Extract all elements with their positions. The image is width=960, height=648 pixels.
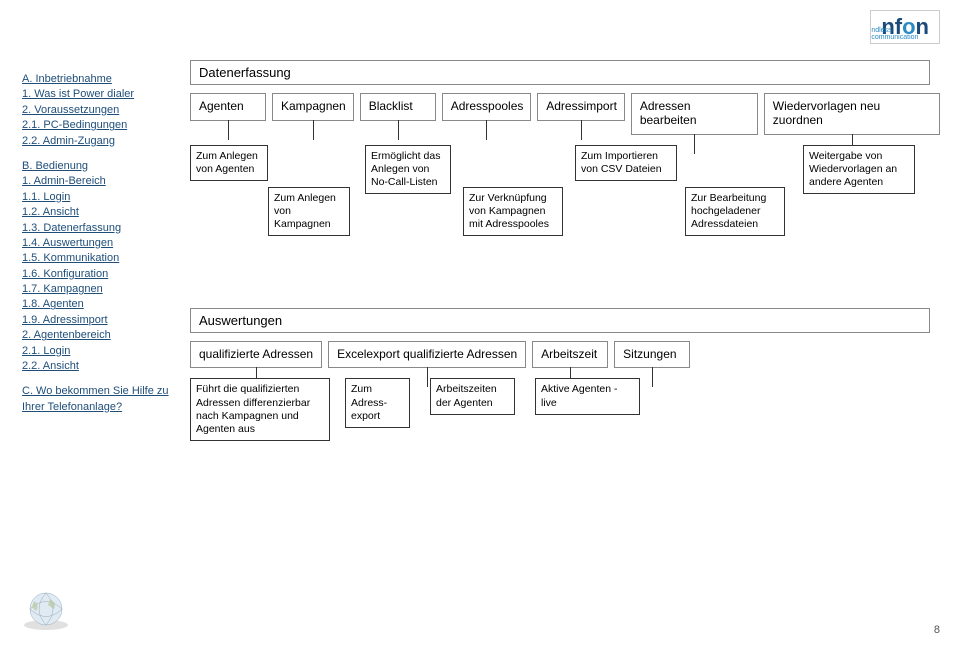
toc-link[interactable]: 1.3. Datenerfassung: [22, 221, 172, 236]
desc-box: Zum Adress-export: [345, 378, 410, 427]
globe-icon: [22, 589, 70, 636]
tab-box: Adressimport: [537, 93, 625, 121]
tab-box: Arbeitszeit: [532, 341, 608, 369]
page-number: 8: [934, 624, 940, 636]
toc-link[interactable]: 1.9. Adressimport: [22, 313, 172, 328]
desc-box: Aktive Agenten - live: [535, 378, 640, 414]
tab-box: Blacklist: [360, 93, 436, 121]
tab-box: Agenten: [190, 93, 266, 121]
toc-group-b: B. Bedienung 1. Admin-Bereich 1.1. Login…: [22, 159, 172, 374]
desc-box: Zur Verknüpfung von Kampagnen mit Adress…: [463, 187, 563, 236]
toc-head-b[interactable]: B. Bedienung: [22, 159, 172, 174]
tab-box: Excelexport qualifizierte Adressen: [328, 341, 526, 369]
toc-link[interactable]: 2.2. Admin-Zugang: [22, 134, 172, 149]
tab-box: Sitzungen: [614, 341, 690, 369]
datenerfassung-tabs: AgentenKampagnenBlacklistAdresspoolesAdr…: [190, 93, 940, 135]
toc-link[interactable]: 2.1. Login: [22, 344, 172, 359]
toc-link[interactable]: 1.7. Kampagnen: [22, 282, 172, 297]
toc-link[interactable]: 2.1. PC-Bedingungen: [22, 118, 172, 133]
toc-link[interactable]: 1.4. Auswertungen: [22, 236, 172, 251]
toc-group-a: A. Inbetriebnahme 1. Was ist Power diale…: [22, 72, 172, 149]
toc-link[interactable]: 1.1. Login: [22, 190, 172, 205]
tab-box: Adresspooles: [442, 93, 532, 121]
toc-head-c[interactable]: C. Wo bekommen Sie Hilfe zu Ihrer Telefo…: [22, 384, 172, 415]
toc-link[interactable]: 2. Voraussetzungen: [22, 103, 172, 118]
desc-box: Zur Bearbeitung hochgeladener Adressdate…: [685, 187, 785, 236]
toc-link[interactable]: 1.8. Agenten: [22, 297, 172, 312]
toc-link[interactable]: 1. Was ist Power dialer: [22, 87, 172, 102]
tab-box: qualifizierte Adressen: [190, 341, 322, 369]
desc-box: Ermöglicht das Anlegen von No-Call-Liste…: [365, 145, 451, 194]
main-content: Datenerfassung AgentenKampagnenBlacklist…: [190, 60, 940, 478]
auswertungen-tabs: qualifizierte AdressenExcelexport qualif…: [190, 341, 940, 369]
tab-box: Kampagnen: [272, 93, 354, 121]
auswertungen-descs: Führt die qualifizierten Adressen differ…: [190, 378, 940, 478]
toc-link[interactable]: 2. Agentenbereich: [22, 328, 172, 343]
desc-box: Zum Importieren von CSV Dateien: [575, 145, 677, 181]
section-datenerfassung-header: Datenerfassung: [190, 60, 930, 85]
desc-box: Arbeitszeiten der Agenten: [430, 378, 515, 414]
brand-logo: nfon ndless communication: [870, 10, 940, 44]
logo-sub: ndless communication: [871, 27, 929, 41]
toc-link[interactable]: 1.6. Konfiguration: [22, 267, 172, 282]
toc-group-c: C. Wo bekommen Sie Hilfe zu Ihrer Telefo…: [22, 384, 172, 415]
desc-box: Führt die qualifizierten Adressen differ…: [190, 378, 330, 441]
desc-box: Zum Anlegen von Kampagnen: [268, 187, 350, 236]
toc-sidebar: A. Inbetriebnahme 1. Was ist Power diale…: [22, 72, 172, 425]
desc-box: Weitergabe von Wiedervorlagen an andere …: [803, 145, 915, 194]
datenerfassung-descs: Zum Anlegen von AgentenZum Anlegen von K…: [190, 145, 940, 290]
toc-head-a[interactable]: A. Inbetriebnahme: [22, 72, 172, 87]
toc-link[interactable]: 1.2. Ansicht: [22, 205, 172, 220]
toc-link[interactable]: 1.5. Kommunikation: [22, 251, 172, 266]
section-auswertungen-header: Auswertungen: [190, 308, 930, 333]
tab-box: Wiedervorlagen neu zuordnen: [764, 93, 940, 135]
toc-link[interactable]: 1. Admin-Bereich: [22, 174, 172, 189]
tab-box: Adressen bearbeiten: [631, 93, 758, 135]
toc-link[interactable]: 2.2. Ansicht: [22, 359, 172, 374]
desc-box: Zum Anlegen von Agenten: [190, 145, 268, 181]
